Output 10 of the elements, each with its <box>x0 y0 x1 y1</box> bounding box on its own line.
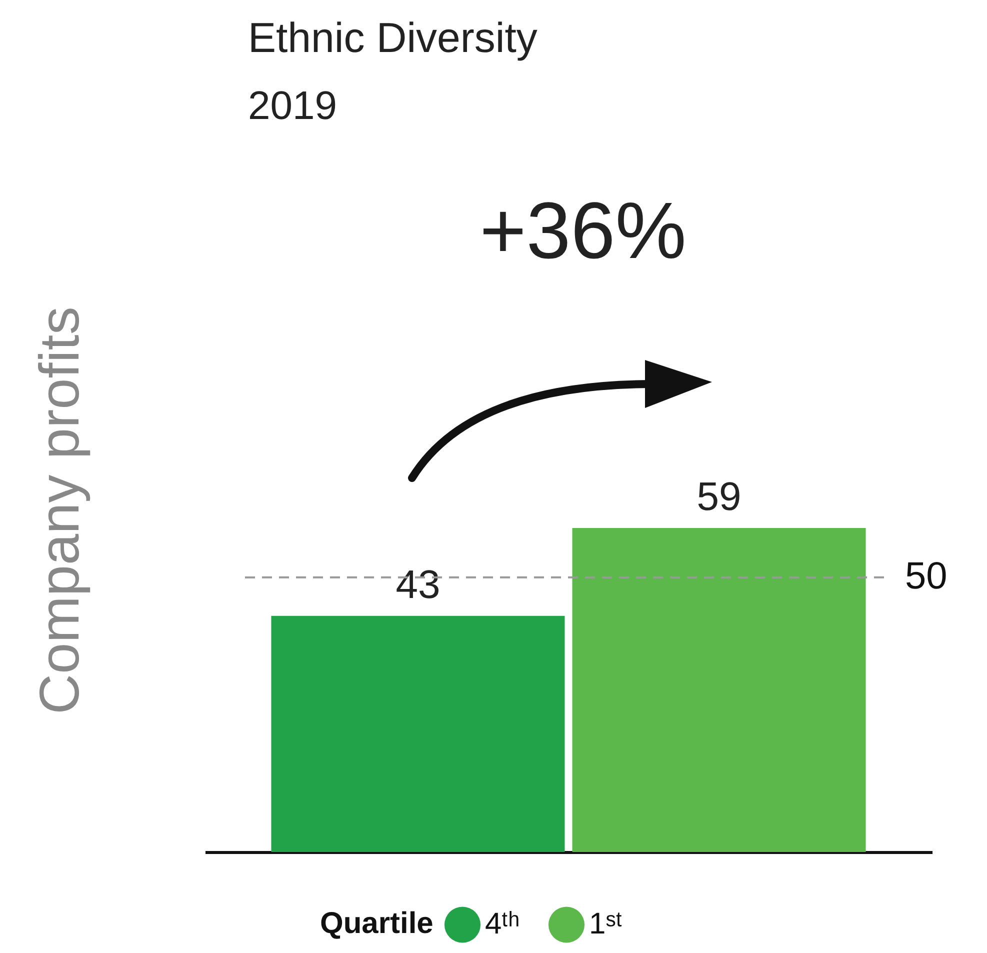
text: +36% <box>478 185 688 277</box>
legend-title: Quartile <box>320 907 434 940</box>
ref-line-label: 50 <box>905 555 948 598</box>
chart-subtitle: 2019 <box>248 84 337 129</box>
y-axis-title: Company profits <box>28 306 90 714</box>
data-label: 43 <box>396 562 440 607</box>
legend-label: 4ᵗʰ <box>485 908 520 941</box>
data-label: 59 <box>696 475 742 519</box>
legend-label: 1ˢᵗ <box>589 908 622 941</box>
chart-title: Ethnic Diversity <box>248 14 538 62</box>
